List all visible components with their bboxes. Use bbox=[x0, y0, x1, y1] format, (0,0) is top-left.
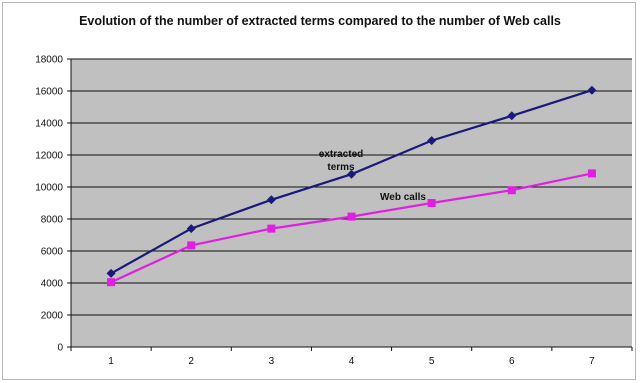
data-point bbox=[267, 224, 276, 233]
y-tick-label: 16000 bbox=[35, 87, 63, 98]
chart-title: Evolution of the number of extracted ter… bbox=[79, 14, 561, 28]
y-tick-label: 12000 bbox=[35, 151, 63, 162]
data-point bbox=[587, 85, 597, 95]
data-point bbox=[507, 186, 516, 195]
y-ticks: 0 2000 4000 6000 8000 10000 12000 14000 16000 180… bbox=[35, 55, 71, 354]
data-point bbox=[427, 199, 436, 207]
data-point bbox=[187, 241, 196, 250]
x-tick-label: 5 bbox=[429, 356, 435, 367]
annotation-web-calls: Web calls bbox=[380, 192, 426, 203]
y-tick-label: 2000 bbox=[41, 311, 64, 322]
x-tick-label: 6 bbox=[509, 356, 515, 367]
y-tick-label: 14000 bbox=[35, 119, 63, 130]
y-tick-label: 8000 bbox=[41, 215, 64, 226]
data-point bbox=[347, 169, 356, 179]
series-web-calls bbox=[107, 169, 596, 287]
annotation-extracted-terms-line2: terms bbox=[327, 162, 355, 173]
data-point bbox=[587, 169, 596, 178]
series bbox=[106, 85, 597, 287]
y-tick-label: 0 bbox=[57, 343, 63, 354]
data-point bbox=[106, 268, 116, 278]
x-tick-label: 2 bbox=[188, 356, 194, 367]
y-tick-label: 4000 bbox=[41, 279, 64, 290]
axes bbox=[70, 59, 632, 348]
x-tick-label: 3 bbox=[269, 356, 275, 367]
annotation-extracted-terms-line1: extracted bbox=[319, 149, 363, 160]
data-point bbox=[266, 195, 276, 205]
plot-area bbox=[71, 59, 632, 347]
data-point bbox=[107, 278, 116, 287]
series-extracted-terms bbox=[106, 85, 597, 278]
x-tick-label: 1 bbox=[108, 356, 114, 367]
y-tick-label: 10000 bbox=[35, 183, 63, 194]
x-tick-label: 7 bbox=[589, 356, 595, 367]
y-tick-label: 18000 bbox=[35, 55, 63, 66]
x-tick-label: 4 bbox=[349, 356, 355, 367]
data-point bbox=[507, 111, 517, 121]
x-ticks: 1 2 3 4 5 6 7 bbox=[70, 347, 633, 367]
annotations: extracted terms Web calls bbox=[319, 149, 427, 203]
data-point bbox=[427, 136, 437, 146]
grid bbox=[71, 58, 632, 316]
data-point bbox=[347, 212, 356, 221]
y-tick-label: 6000 bbox=[41, 247, 64, 258]
data-point bbox=[186, 224, 196, 234]
